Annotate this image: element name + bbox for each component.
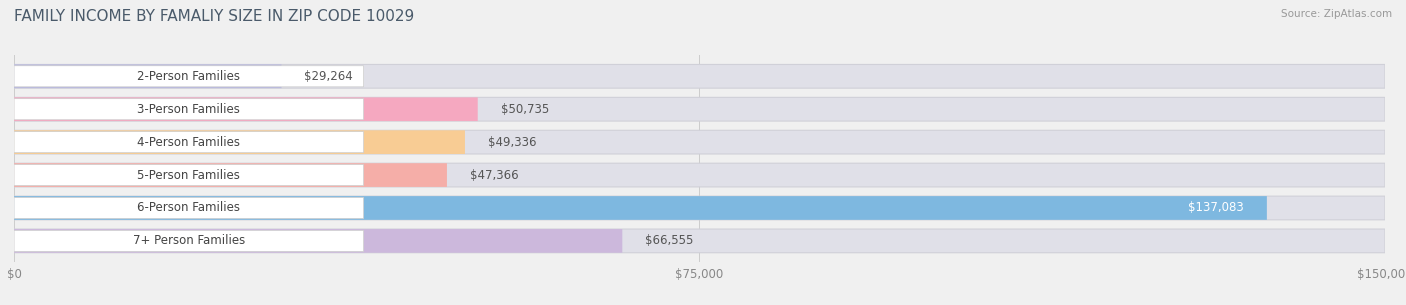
FancyBboxPatch shape (14, 196, 1385, 220)
FancyBboxPatch shape (14, 197, 364, 218)
Text: 3-Person Families: 3-Person Families (138, 103, 240, 116)
FancyBboxPatch shape (14, 130, 465, 154)
FancyBboxPatch shape (14, 131, 364, 153)
FancyBboxPatch shape (14, 163, 447, 187)
FancyBboxPatch shape (14, 229, 1385, 253)
FancyBboxPatch shape (14, 64, 281, 88)
FancyBboxPatch shape (14, 229, 623, 253)
FancyBboxPatch shape (14, 163, 1385, 187)
FancyBboxPatch shape (14, 130, 1385, 154)
Text: $50,735: $50,735 (501, 103, 548, 116)
Text: $29,264: $29,264 (304, 70, 353, 83)
Text: $49,336: $49,336 (488, 136, 536, 149)
FancyBboxPatch shape (14, 99, 364, 120)
FancyBboxPatch shape (14, 196, 1267, 220)
Text: $137,083: $137,083 (1188, 202, 1244, 214)
Text: Source: ZipAtlas.com: Source: ZipAtlas.com (1281, 9, 1392, 19)
Text: 7+ Person Families: 7+ Person Families (132, 235, 245, 247)
Text: 6-Person Families: 6-Person Families (138, 202, 240, 214)
FancyBboxPatch shape (14, 97, 1385, 121)
Text: $47,366: $47,366 (470, 169, 519, 181)
FancyBboxPatch shape (14, 97, 478, 121)
FancyBboxPatch shape (14, 66, 364, 87)
Text: $66,555: $66,555 (645, 235, 693, 247)
FancyBboxPatch shape (14, 164, 364, 186)
FancyBboxPatch shape (14, 230, 364, 251)
Text: 4-Person Families: 4-Person Families (138, 136, 240, 149)
FancyBboxPatch shape (14, 64, 1385, 88)
Text: 5-Person Families: 5-Person Families (138, 169, 240, 181)
Text: FAMILY INCOME BY FAMALIY SIZE IN ZIP CODE 10029: FAMILY INCOME BY FAMALIY SIZE IN ZIP COD… (14, 9, 415, 24)
Text: 2-Person Families: 2-Person Families (138, 70, 240, 83)
